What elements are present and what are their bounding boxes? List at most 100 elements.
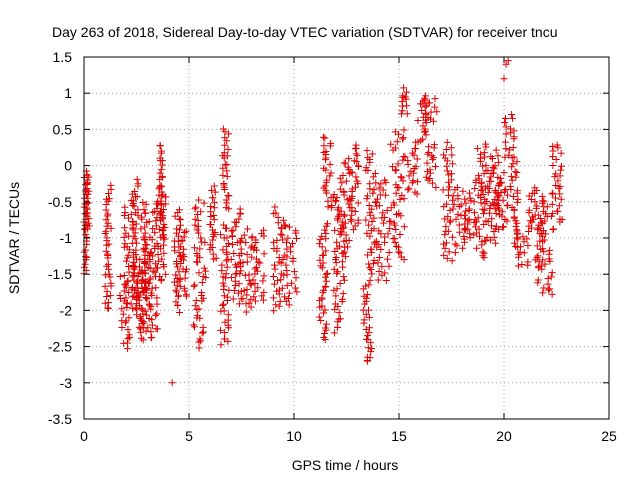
data-point [539, 208, 547, 216]
data-point [174, 301, 182, 309]
data-point [318, 232, 326, 240]
data-point [321, 273, 329, 281]
data-point [383, 206, 391, 214]
data-point [474, 191, 482, 199]
data-point [124, 251, 132, 259]
data-point [450, 200, 458, 208]
data-point [217, 341, 225, 349]
data-point [372, 179, 380, 187]
data-point [125, 331, 133, 339]
data-point [495, 225, 503, 233]
data-point [479, 248, 487, 256]
data-point [381, 233, 389, 241]
data-point [130, 276, 138, 284]
data-point [494, 152, 502, 160]
data-point [318, 264, 326, 272]
data-point [222, 270, 230, 278]
data-point [315, 240, 323, 248]
data-point [332, 197, 340, 205]
data-point [366, 180, 374, 188]
data-point [156, 169, 164, 177]
data-point [103, 262, 111, 270]
data-point [146, 233, 154, 241]
y-tick-label: 1.5 [53, 49, 73, 65]
data-point [330, 329, 338, 337]
data-point [360, 316, 368, 324]
data-point [393, 138, 401, 146]
data-point [211, 188, 219, 196]
data-point [195, 196, 203, 204]
data-point [144, 324, 152, 332]
data-point [556, 172, 564, 180]
data-point [170, 237, 178, 245]
data-point [198, 279, 206, 287]
data-point [101, 271, 109, 279]
data-point [342, 231, 350, 239]
data-point [507, 172, 515, 180]
data-point [484, 218, 492, 226]
data-point [101, 282, 109, 290]
data-point [270, 307, 278, 315]
data-point [323, 176, 331, 184]
data-point [194, 258, 202, 266]
data-point [122, 257, 130, 265]
data-point [340, 188, 348, 196]
data-point [180, 228, 188, 236]
data-point [219, 279, 227, 287]
data-point [400, 223, 408, 231]
data-point [499, 223, 507, 231]
data-point [84, 209, 92, 217]
data-point [368, 217, 376, 225]
data-point [508, 154, 516, 162]
data-point [465, 205, 473, 213]
data-point [486, 173, 494, 181]
data-point [326, 160, 334, 168]
data-point [125, 314, 133, 322]
data-point [283, 267, 291, 275]
data-point [281, 222, 289, 230]
data-point [288, 279, 296, 287]
data-point [180, 253, 188, 261]
data-point [320, 330, 328, 338]
data-point [143, 295, 151, 303]
data-point [444, 213, 452, 221]
data-point [492, 239, 500, 247]
data-point [200, 264, 208, 272]
data-point [235, 260, 243, 268]
data-point [369, 260, 377, 268]
data-point [369, 189, 377, 197]
data-point [482, 161, 490, 169]
data-point [220, 292, 228, 300]
data-point [448, 233, 456, 241]
data-point [394, 243, 402, 251]
data-point [540, 236, 548, 244]
data-point [250, 244, 258, 252]
data-point [335, 315, 343, 323]
data-point [206, 221, 214, 229]
data-point [405, 172, 413, 180]
data-point [347, 168, 355, 176]
data-point [484, 188, 492, 196]
data-point [224, 192, 232, 200]
data-point [403, 88, 411, 96]
data-point [337, 207, 345, 215]
data-point [291, 284, 299, 292]
data-point [420, 128, 428, 136]
data-point [144, 263, 152, 271]
data-point [338, 258, 346, 266]
data-point [132, 246, 140, 254]
data-point [446, 206, 454, 214]
data-point [154, 250, 162, 258]
data-point [234, 289, 242, 297]
data-point [282, 261, 290, 269]
data-point [119, 310, 127, 318]
data-point [105, 270, 113, 278]
data-point [278, 231, 286, 239]
data-point [135, 296, 143, 304]
data-point [470, 198, 478, 206]
data-point [474, 145, 482, 153]
data-point [452, 215, 460, 223]
data-point [179, 251, 187, 259]
data-point [104, 210, 112, 218]
data-point [545, 250, 553, 258]
